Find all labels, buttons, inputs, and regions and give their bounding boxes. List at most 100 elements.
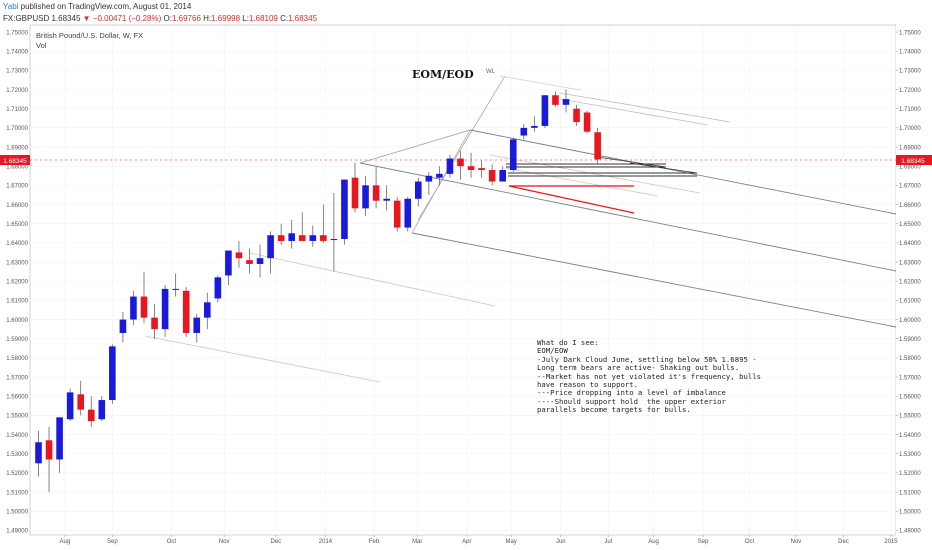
- candle-up[interactable]: [383, 198, 390, 201]
- candle-down[interactable]: [573, 108, 580, 123]
- price-scale-area[interactable]: [896, 25, 932, 535]
- candle-up[interactable]: [130, 296, 137, 320]
- candle-up[interactable]: [267, 235, 274, 259]
- x-tick-label: Aug: [60, 539, 71, 545]
- candle-down[interactable]: [478, 168, 485, 171]
- channel-line-upper-outer-3[interactable]: [499, 75, 581, 91]
- close-label: C:: [280, 14, 289, 23]
- candle-up[interactable]: [172, 288, 179, 290]
- candle-down[interactable]: [457, 158, 464, 167]
- y-tick-label-left: 1.55000: [6, 414, 28, 420]
- candle-down[interactable]: [467, 166, 475, 171]
- high-label: H:: [203, 14, 212, 23]
- candle-up[interactable]: [499, 170, 506, 182]
- candle-up[interactable]: [404, 198, 412, 228]
- candle-up[interactable]: [35, 442, 42, 464]
- candle-down[interactable]: [583, 112, 591, 132]
- candle-down[interactable]: [235, 252, 243, 259]
- volume-label[interactable]: Vol: [36, 41, 47, 50]
- candle-up[interactable]: [446, 158, 454, 174]
- candle-up[interactable]: [309, 235, 317, 241]
- x-tick-label: 2015: [884, 539, 898, 545]
- channel-line-lower[interactable]: [411, 232, 897, 328]
- pitchfork-tine-line[interactable]: [411, 129, 471, 234]
- note-line: EOM/EOW: [537, 346, 568, 356]
- y-tick-label-left: 1.54000: [6, 433, 28, 439]
- candle-down[interactable]: [45, 440, 53, 460]
- parallel-line-3[interactable]: [489, 154, 701, 194]
- pitchfork-median-line[interactable]: [417, 75, 506, 221]
- channel-line-upper-outer-1[interactable]: [559, 92, 731, 123]
- level-line-6[interactable]: [629, 162, 698, 174]
- annotation-title[interactable]: EOM/EOD: [412, 68, 474, 81]
- parallel-line-2[interactable]: [144, 335, 381, 383]
- candle-down[interactable]: [151, 317, 158, 330]
- candle-up[interactable]: [214, 277, 222, 299]
- candle-up[interactable]: [415, 181, 422, 199]
- candle-up[interactable]: [362, 185, 369, 209]
- candle-down[interactable]: [488, 170, 496, 182]
- y-tick-label-left: 1.59000: [6, 337, 28, 343]
- candle-down[interactable]: [140, 296, 148, 318]
- candle-down[interactable]: [182, 290, 190, 333]
- candle-up[interactable]: [109, 346, 116, 401]
- y-tick-label-left: 1.53000: [6, 452, 28, 458]
- candle-up[interactable]: [541, 95, 549, 126]
- candle-up[interactable]: [98, 400, 106, 420]
- candle-down[interactable]: [393, 200, 401, 228]
- y-tick-label-left: 1.51000: [6, 490, 28, 496]
- channel-line-upper-outer-2[interactable]: [559, 98, 709, 126]
- candle-up[interactable]: [225, 250, 232, 276]
- candle-up[interactable]: [562, 99, 570, 105]
- published-text: published on TradingView.com, August 01,…: [20, 2, 192, 11]
- candle-up[interactable]: [509, 139, 517, 171]
- candle-up[interactable]: [56, 417, 63, 460]
- analysis-note[interactable]: What do I see: EOM/EOW -July Dark Cloud Ju…: [537, 338, 777, 415]
- y-tick-label-left: 1.50000: [6, 510, 28, 516]
- red-trend-line[interactable]: [508, 185, 635, 214]
- symbol-label[interactable]: FX:GBPUSD: [3, 14, 50, 23]
- candle-up[interactable]: [330, 239, 338, 241]
- y-tick-label-right: 1.58000: [899, 356, 921, 362]
- x-tick-label: Feb: [369, 539, 380, 545]
- level-line-5[interactable]: [596, 156, 667, 168]
- parallel-line-4[interactable]: [504, 167, 659, 197]
- series-title[interactable]: British Pound/U.S. Dollar, W, FX: [36, 31, 144, 40]
- candle-up[interactable]: [341, 179, 348, 240]
- candle-down[interactable]: [552, 95, 559, 105]
- y-tick-label-right: 1.55000: [899, 414, 921, 420]
- candle-up[interactable]: [436, 173, 443, 178]
- candle-up[interactable]: [193, 317, 201, 333]
- note-line: have reason to support.: [537, 380, 639, 390]
- y-tick-label-right: 1.69000: [899, 145, 921, 151]
- channel-line-upper[interactable]: [469, 129, 897, 215]
- candle-down[interactable]: [87, 409, 95, 422]
- channel-line-middle[interactable]: [359, 162, 897, 272]
- candle-up[interactable]: [66, 392, 74, 420]
- candle-down[interactable]: [246, 260, 253, 264]
- x-tick-label: Dec: [838, 539, 849, 545]
- candle-down[interactable]: [298, 235, 306, 241]
- candle-up[interactable]: [520, 127, 528, 136]
- candle-down[interactable]: [277, 235, 285, 241]
- candle-down[interactable]: [372, 185, 380, 201]
- candle-down[interactable]: [77, 394, 84, 410]
- candle-up[interactable]: [119, 319, 127, 333]
- candle-up[interactable]: [204, 302, 211, 318]
- candle-down[interactable]: [351, 177, 359, 209]
- y-tick-label-left: 1.75000: [6, 30, 28, 36]
- candle-up[interactable]: [288, 233, 295, 241]
- candle-up[interactable]: [425, 175, 433, 182]
- candle-up[interactable]: [531, 125, 538, 128]
- candle-down[interactable]: [320, 235, 327, 241]
- candle-up[interactable]: [161, 288, 169, 330]
- pitchfork-handle-line[interactable]: [359, 129, 471, 164]
- candle-down[interactable]: [594, 132, 601, 160]
- y-tick-label-right: 1.53000: [899, 452, 921, 458]
- y-tick-label-left: 1.64000: [6, 241, 28, 247]
- parallel-line-1[interactable]: [249, 252, 496, 307]
- candle-up[interactable]: [256, 258, 264, 264]
- author-link[interactable]: Yabi: [3, 2, 19, 11]
- y-tick-label-right: 1.50000: [899, 510, 921, 516]
